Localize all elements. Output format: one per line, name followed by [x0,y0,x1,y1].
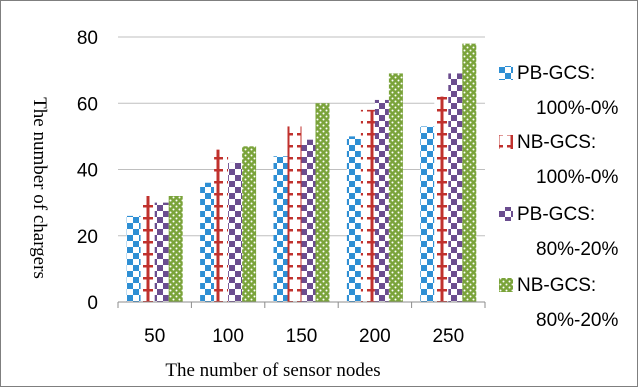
legend-label-line1: NB-GCS: [517,132,596,153]
legend-label-line1: NB-GCS: [517,275,596,296]
y-tick-label: 60 [77,94,98,115]
bar-series-3-50 [154,202,169,302]
bar-series-1-200 [346,136,361,302]
bar-series-3-200 [374,99,389,302]
bar-series-2-250 [434,96,449,302]
legend-swatch [499,278,513,292]
bar-series-1-150 [273,156,288,302]
bar-series-3-100 [228,162,243,302]
bar-series-1-100 [200,182,215,302]
bar-series-1-50 [126,215,141,302]
bar-series-4-150 [315,103,330,302]
legend-swatch [499,207,513,221]
bar-series-2-150 [287,126,302,302]
x-tick-label: 150 [286,326,318,347]
legend-swatch [499,66,513,80]
bar-series-4-250 [462,43,477,302]
legend-swatch [499,135,513,149]
bar-series-2-100 [214,149,229,302]
x-axis-title: The number of sensor nodes [165,360,380,381]
legend-label-line1: PB-GCS: [517,63,595,84]
x-tick-label: 250 [432,326,464,347]
legend-label-line1: PB-GCS: [517,204,595,225]
bar-series-1-250 [420,126,435,302]
legend-label-line2: 80%-20% [536,239,618,260]
axes: 0 20 40 60 80 50 100 150 200 250 The number of sen… [29,28,486,381]
bar-series-3-250 [448,73,463,302]
y-tick-label: 40 [77,161,98,182]
y-tick-label: 20 [77,227,98,248]
legend-label-line2: 80%-20% [536,310,618,331]
bar-series-4-100 [242,146,257,302]
bar-series-2-50 [140,196,155,302]
bar-series-4-200 [388,73,403,302]
x-tick-label: 100 [212,326,244,347]
x-tick-label: 200 [359,326,391,347]
y-axis-title: The number of chargers [29,97,50,279]
bar-series-2-200 [360,109,375,302]
y-tick-label: 0 [87,293,98,314]
y-tick-label: 80 [77,28,98,49]
bar-series-4-50 [168,196,183,302]
x-tick-label: 50 [144,326,165,347]
bars [126,43,477,302]
legend: PB-GCS: 100%-0% NB-GCS: 100%-0% PB-GCS: 80%-2… [499,63,618,331]
bar-series-3-150 [301,139,316,302]
legend-label-line2: 100%-0% [536,98,618,119]
legend-label-line2: 100%-0% [536,167,618,188]
